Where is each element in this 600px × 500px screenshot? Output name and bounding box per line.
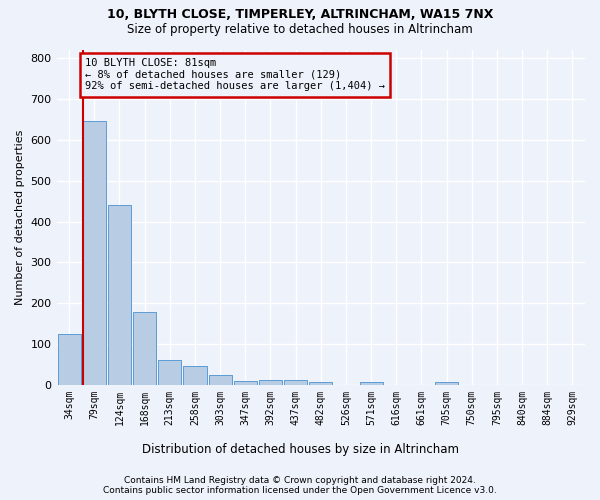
Bar — [108, 205, 131, 385]
Bar — [58, 334, 80, 385]
Text: Contains public sector information licensed under the Open Government Licence v3: Contains public sector information licen… — [103, 486, 497, 495]
Text: 10, BLYTH CLOSE, TIMPERLEY, ALTRINCHAM, WA15 7NX: 10, BLYTH CLOSE, TIMPERLEY, ALTRINCHAM, … — [107, 8, 493, 20]
Bar — [234, 381, 257, 385]
Bar — [309, 382, 332, 385]
Bar — [184, 366, 206, 385]
Bar — [209, 375, 232, 385]
Bar — [284, 380, 307, 385]
Y-axis label: Number of detached properties: Number of detached properties — [15, 130, 25, 305]
Bar — [133, 312, 156, 385]
Bar — [83, 122, 106, 385]
Text: 10 BLYTH CLOSE: 81sqm
← 8% of detached houses are smaller (129)
92% of semi-deta: 10 BLYTH CLOSE: 81sqm ← 8% of detached h… — [85, 58, 385, 92]
Bar — [359, 382, 383, 385]
Text: Distribution of detached houses by size in Altrincham: Distribution of detached houses by size … — [142, 442, 458, 456]
Bar — [259, 380, 282, 385]
Bar — [158, 360, 181, 385]
Text: Size of property relative to detached houses in Altrincham: Size of property relative to detached ho… — [127, 22, 473, 36]
Bar — [435, 382, 458, 385]
Text: Contains HM Land Registry data © Crown copyright and database right 2024.: Contains HM Land Registry data © Crown c… — [124, 476, 476, 485]
